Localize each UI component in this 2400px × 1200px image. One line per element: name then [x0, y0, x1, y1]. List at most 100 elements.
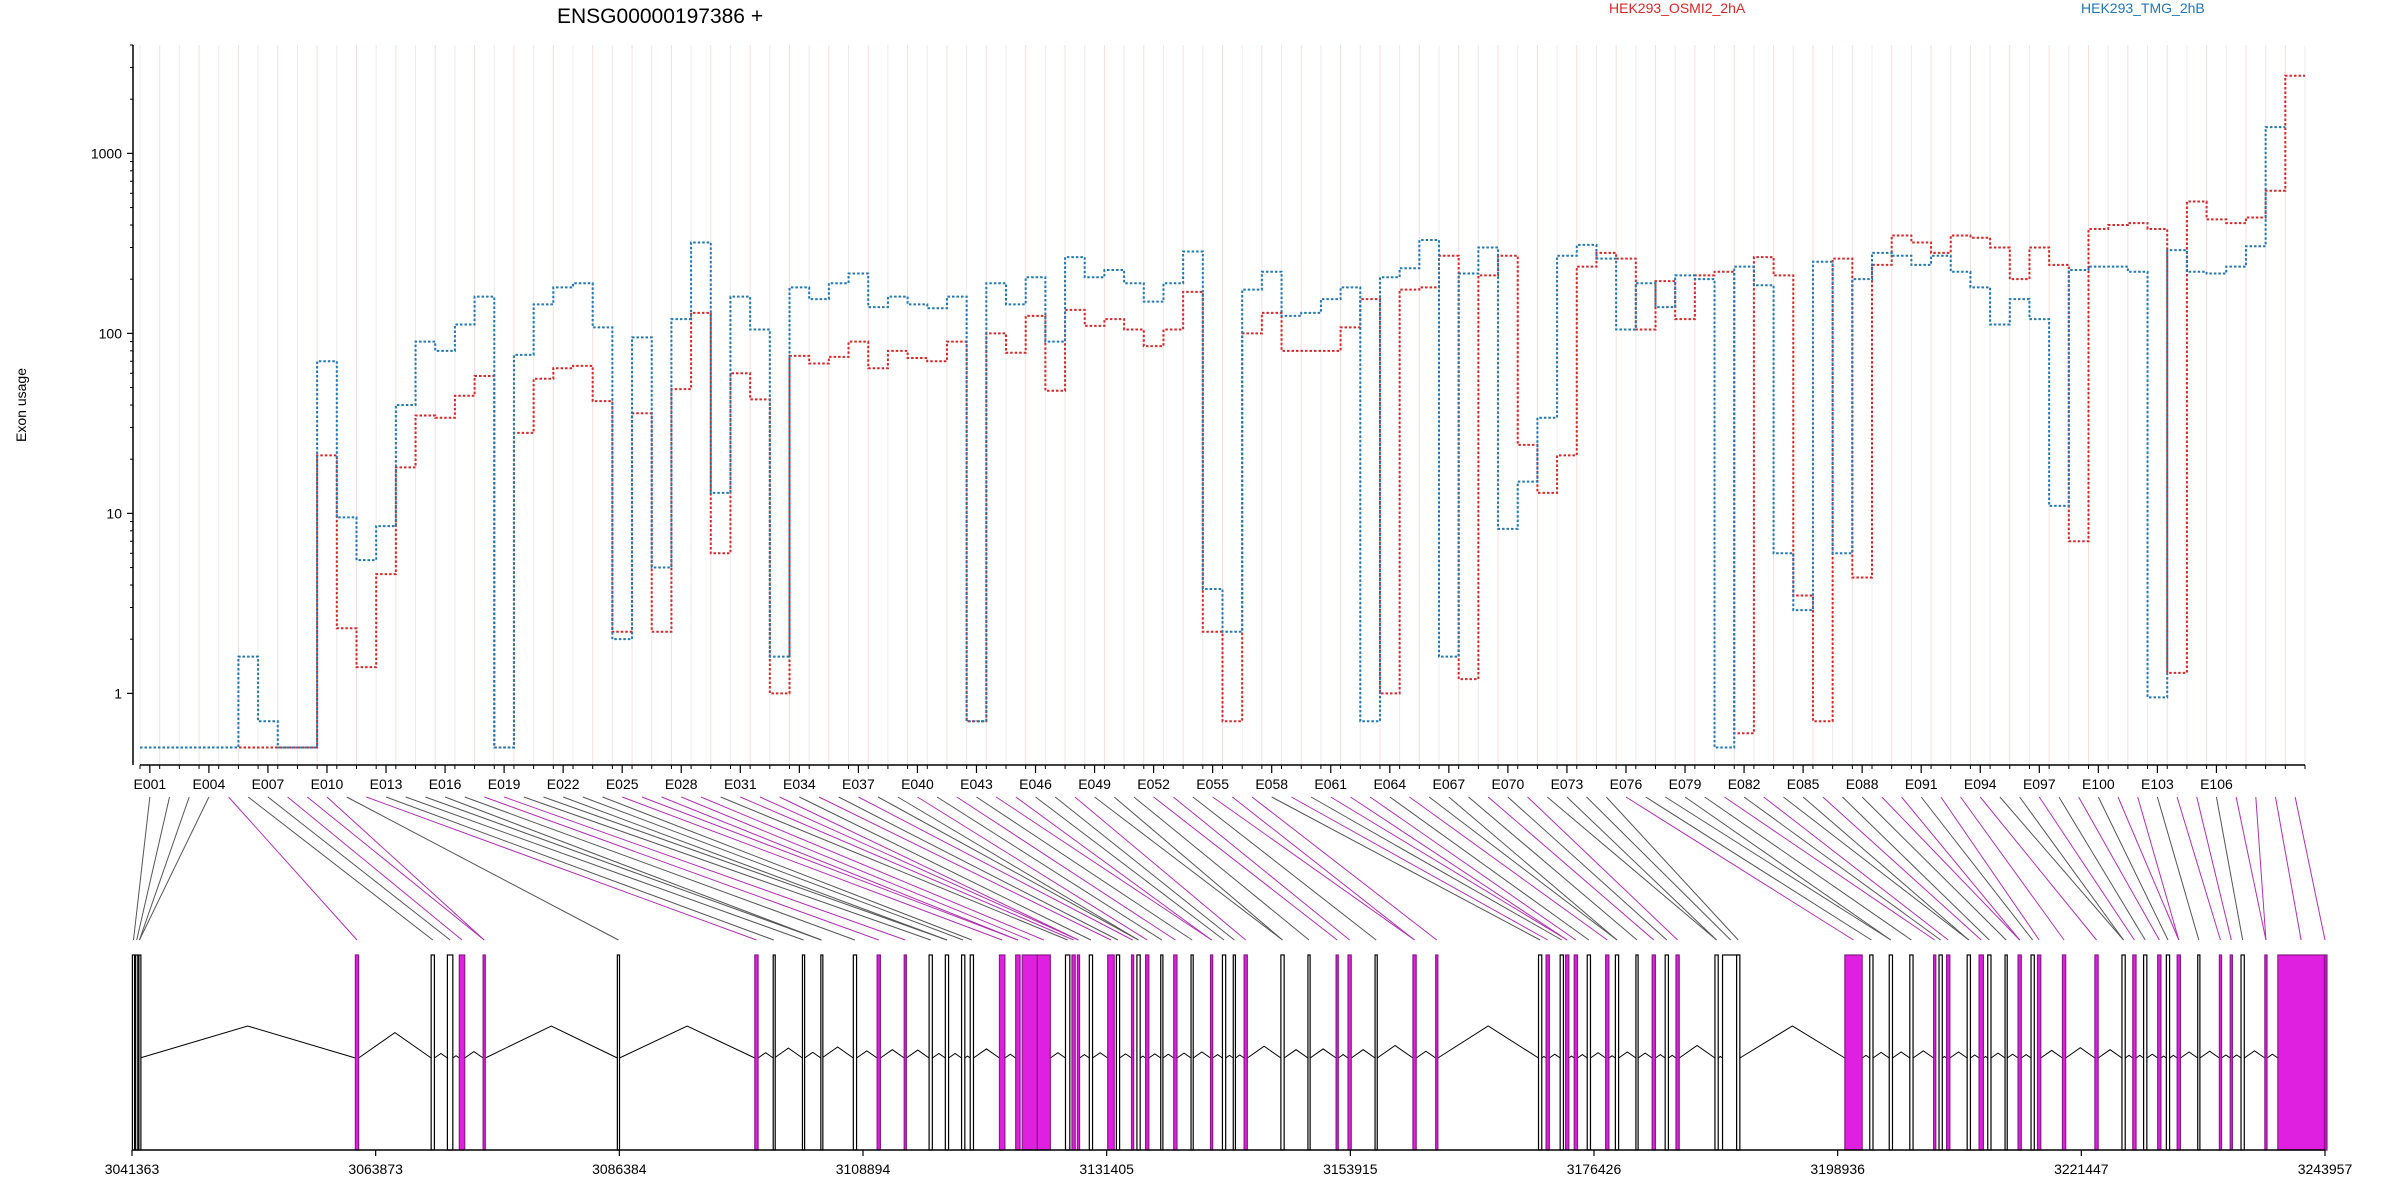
- exon-tick-label: E079: [1669, 776, 1702, 792]
- exon-connector: [1546, 796, 1717, 941]
- exon-connector: [1271, 796, 1541, 941]
- exon-connector: [2294, 796, 2326, 941]
- exon-connector: [138, 796, 210, 941]
- exon-connector: [1409, 796, 1608, 941]
- exon-connector: [1487, 796, 1655, 941]
- exon-connector: [2215, 796, 2244, 941]
- intron-line: [1148, 1053, 1162, 1059]
- intron-line: [1337, 1053, 1349, 1059]
- intron-line: [358, 1032, 432, 1059]
- genomic-tick-label: 3086384: [592, 1161, 647, 1177]
- intron-line: [1247, 1045, 1282, 1059]
- exon-connector: [425, 796, 822, 941]
- exon-connector: [1901, 796, 2021, 941]
- exon-box: [1978, 954, 1985, 1151]
- exon-box: [2143, 954, 2148, 1151]
- intron-line: [1212, 1053, 1223, 1059]
- intron-line: [2243, 1050, 2266, 1059]
- exon-connector: [287, 796, 463, 941]
- exon-tick-label: E055: [1196, 776, 1229, 792]
- intron-line: [434, 1052, 448, 1059]
- exon-tick-label: E022: [547, 776, 580, 792]
- exon-tick-label: E064: [1373, 776, 1406, 792]
- genomic-tick-label: 3176426: [1567, 1161, 1622, 1177]
- genomic-tick-label: 3221447: [2054, 1161, 2109, 1177]
- exon-box: [2176, 954, 2182, 1151]
- exon-connector: [1783, 796, 1970, 941]
- exon-connector: [1822, 796, 1982, 941]
- exon-connector: [2235, 796, 2267, 941]
- exon-tick-label: E034: [783, 776, 816, 792]
- intron-line: [1949, 1051, 1968, 1059]
- exon-connector: [1232, 796, 1415, 941]
- exon-tick-label: E100: [2082, 776, 2115, 792]
- exon-box: [1160, 954, 1164, 1151]
- exon-box: [2264, 954, 2268, 1151]
- exon-connector: [1094, 796, 1283, 941]
- exon-connector: [1665, 796, 1892, 941]
- intron-line: [1668, 1054, 1677, 1059]
- exon-connector: [1586, 796, 1732, 941]
- genomic-tick-label: 3063873: [348, 1161, 403, 1177]
- intron-line: [1176, 1052, 1192, 1059]
- intron-line: [1618, 1051, 1637, 1059]
- intron-line: [1139, 1055, 1146, 1059]
- exon-connector: [1192, 796, 1377, 941]
- exon-box: [1374, 954, 1378, 1151]
- exon-box: [820, 954, 824, 1151]
- intron-line: [2221, 1054, 2231, 1059]
- exon-box: [1946, 954, 1951, 1151]
- exon-box: [754, 954, 759, 1151]
- exon-box: [2157, 954, 2162, 1151]
- intron-line: [452, 1055, 460, 1059]
- series-line: [140, 74, 2305, 749]
- exon-connector: [858, 796, 1133, 941]
- exon-connector: [1566, 796, 1717, 941]
- exon-box: [1987, 954, 1992, 1151]
- exon-connector: [2117, 796, 2180, 941]
- exon-connector: [681, 796, 1030, 941]
- exon-connector: [1763, 796, 1949, 941]
- exon-box: [2094, 954, 2099, 1151]
- genomic-tick-label: 3041363: [105, 1161, 160, 1177]
- exon-connector: [1468, 796, 1638, 941]
- exon-connector: [976, 796, 1193, 941]
- exon-box: [1280, 954, 1285, 1151]
- intron-line: [1192, 1051, 1211, 1059]
- intron-line: [1350, 1049, 1376, 1059]
- intron-line: [1655, 1053, 1666, 1059]
- exon-connector: [1960, 796, 2065, 941]
- exon-tick-label: E004: [193, 776, 226, 792]
- exon-tick-label: E031: [724, 776, 757, 792]
- intron-line: [1283, 1049, 1309, 1059]
- exon-connector: [138, 796, 190, 941]
- exon-box: [1537, 954, 1543, 1151]
- intron-line: [2097, 1049, 2123, 1059]
- exon-connector: [2196, 796, 2232, 941]
- exon-tick-label: E046: [1019, 776, 1052, 792]
- exon-connector: [543, 796, 948, 941]
- exon-box: [1736, 954, 1741, 1151]
- exon-connector: [1605, 796, 1739, 941]
- exon-box: [2030, 954, 2035, 1151]
- exon-connector: [1448, 796, 1618, 941]
- exon-box: [1088, 954, 1094, 1151]
- exon-box: [1036, 954, 1051, 1151]
- intron-line: [1415, 1050, 1436, 1059]
- exon-connector: [1920, 796, 2034, 941]
- exon-box: [1107, 954, 1115, 1151]
- intron-line: [856, 1050, 878, 1059]
- exon-connector: [464, 796, 856, 941]
- intron-line: [619, 1025, 756, 1059]
- exon-box: [1021, 954, 1038, 1151]
- exon-connector: [936, 796, 1163, 941]
- intron-line: [1541, 1055, 1547, 1059]
- exon-connector: [1861, 796, 2007, 941]
- intron-line: [1376, 1044, 1414, 1059]
- intron-line: [2124, 1054, 2134, 1059]
- exon-connector: [956, 796, 1176, 941]
- exon-box: [1559, 954, 1565, 1151]
- exon-connector: [917, 796, 1148, 941]
- intron-line: [804, 1051, 822, 1059]
- exon-box: [1933, 954, 1937, 1151]
